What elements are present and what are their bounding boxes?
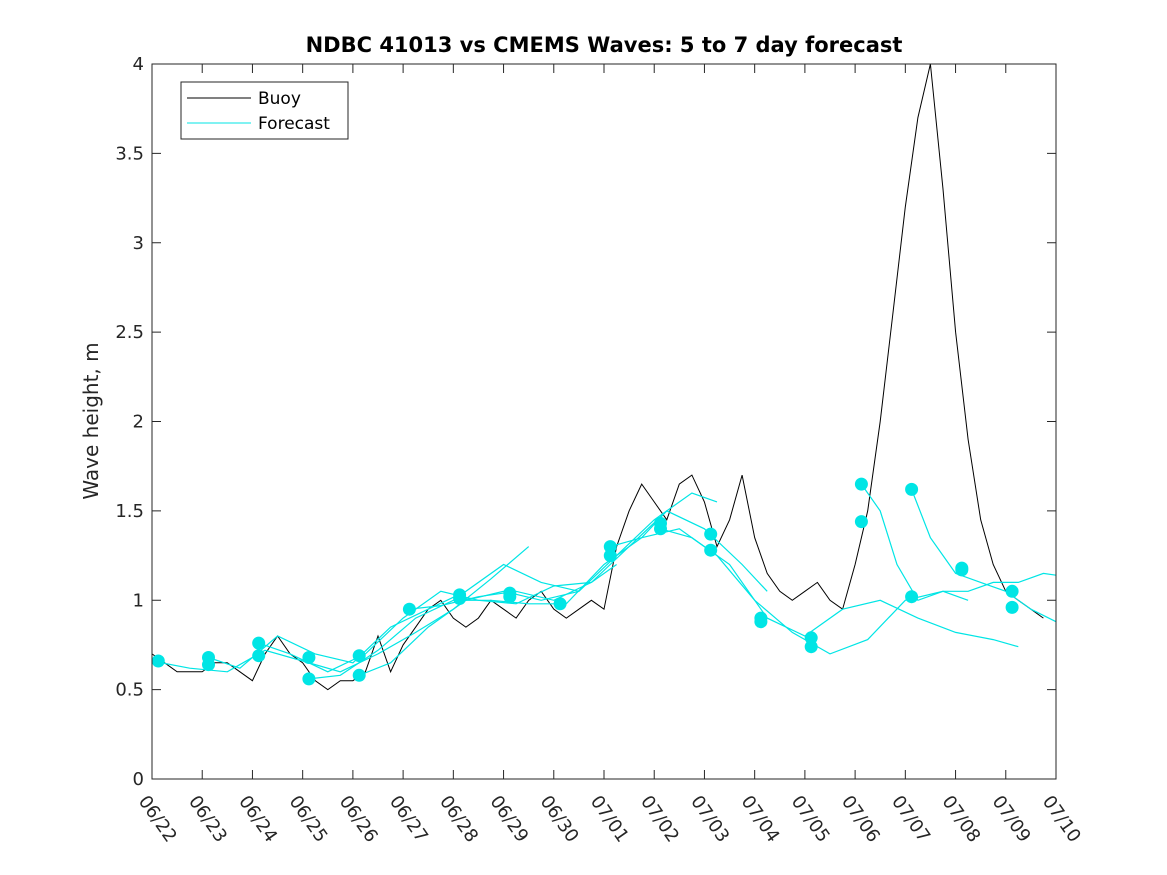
y-axis-label: Wave height, m <box>79 342 103 499</box>
x-tick-label: 07/04 <box>737 792 784 847</box>
x-tick-label: 06/26 <box>335 792 382 847</box>
forecast-marker-9 <box>352 668 366 682</box>
series-line-forecast-9 <box>860 483 1057 602</box>
y-tick-label: 4 <box>133 54 144 75</box>
x-tick-label: 07/05 <box>787 792 834 847</box>
x-tick-label: 06/29 <box>486 792 533 847</box>
forecast-marker-10 <box>402 602 416 616</box>
x-tick-label: 07/03 <box>686 792 733 847</box>
forecast-marker-19 <box>654 522 667 536</box>
legend-box <box>180 81 349 140</box>
y-tick-label: 1 <box>133 590 144 611</box>
legend-buoy-label: Buoy <box>258 89 301 109</box>
y-tick-label: 0.5 <box>115 680 144 701</box>
x-tick-label: 06/25 <box>285 792 332 847</box>
forecast-marker-25 <box>804 640 818 654</box>
y-tick-label: 2 <box>133 412 144 433</box>
forecast-marker-32 <box>1005 584 1019 598</box>
x-tick-label: 07/01 <box>586 792 633 847</box>
plot-area <box>152 64 1056 779</box>
x-tick-label: 06/28 <box>435 792 482 847</box>
forecast-marker-24 <box>804 631 818 645</box>
x-tick-label: 06/24 <box>234 792 281 847</box>
forecast-marker-6 <box>302 651 316 664</box>
x-tick-label: 06/22 <box>134 792 181 847</box>
forecast-marker-15 <box>553 597 567 611</box>
forecast-marker-29 <box>905 590 919 604</box>
x-tick-label: 07/09 <box>988 792 1035 847</box>
forecast-marker-1 <box>151 654 165 668</box>
x-tick-label: 07/02 <box>636 792 683 847</box>
forecast-marker-31 <box>955 563 969 577</box>
x-tick-label: 07/06 <box>837 792 884 847</box>
x-tick-label: 07/07 <box>887 792 934 847</box>
x-tick-label: 06/27 <box>385 792 432 847</box>
series-line-buoy <box>151 63 1044 691</box>
forecast-marker-21 <box>704 543 718 557</box>
forecast-marker-5 <box>252 649 266 663</box>
forecast-marker-14 <box>503 590 517 604</box>
legend: Buoy Forecast <box>180 81 349 140</box>
series-line-forecast-10 <box>911 489 1057 623</box>
forecast-marker-20 <box>704 527 718 541</box>
forecast-marker-7 <box>302 672 316 686</box>
series-line-forecast-2 <box>208 563 580 669</box>
forecast-marker-12 <box>453 592 467 605</box>
forecast-marker-8 <box>352 649 366 663</box>
y-tick-label: 3 <box>133 233 144 254</box>
chart-title: NDBC 41013 vs CMEMS Waves: 5 to 7 day fo… <box>306 33 903 57</box>
series-line-forecast-8 <box>660 528 1019 648</box>
forecast-marker-28 <box>905 482 919 496</box>
y-tick-label: 3.5 <box>115 143 144 164</box>
x-tick-label: 07/10 <box>1038 792 1085 847</box>
series-line-forecast-3 <box>258 564 617 673</box>
forecast-marker-16 <box>603 540 617 554</box>
data-marks <box>151 63 1057 691</box>
forecast-marker-23 <box>754 615 768 629</box>
forecast-marker-4 <box>252 636 266 650</box>
y-tick-label: 2.5 <box>115 322 144 343</box>
x-tick-label: 06/23 <box>184 792 231 847</box>
legend-forecast-label: Forecast <box>258 114 330 134</box>
x-tick-label: 07/08 <box>938 792 985 847</box>
y-tick-label: 0 <box>133 769 144 790</box>
forecast-marker-3 <box>202 658 215 672</box>
y-tick-label: 1.5 <box>115 501 144 522</box>
x-tick-label: 06/30 <box>536 792 583 847</box>
forecast-marker-27 <box>854 515 868 529</box>
forecast-marker-17 <box>603 549 617 563</box>
forecast-marker-33 <box>1005 600 1019 614</box>
forecast-marker-26 <box>854 477 868 491</box>
